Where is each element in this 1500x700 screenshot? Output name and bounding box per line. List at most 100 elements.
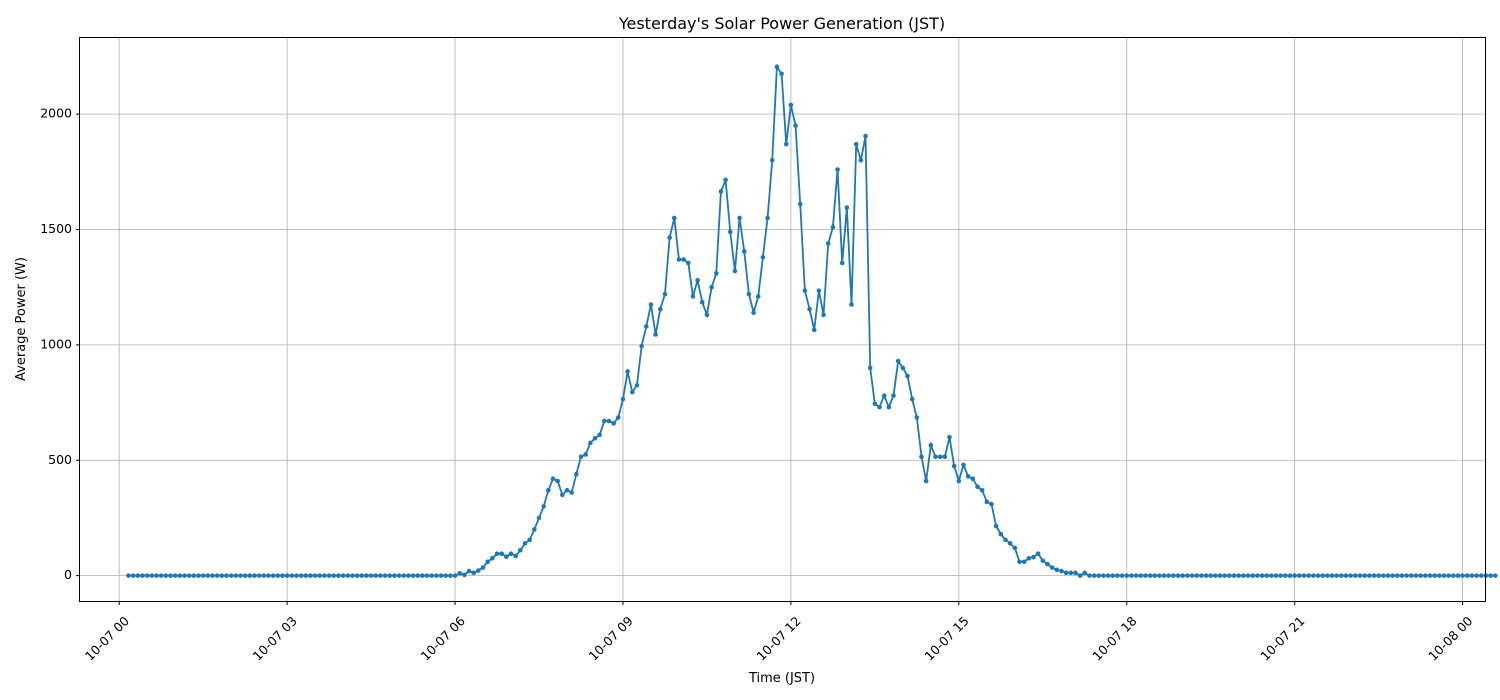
data-point [210,573,215,578]
data-point [671,215,677,221]
data-point [1436,573,1442,578]
data-point [947,434,952,440]
data-point [807,306,812,312]
data-point [1049,565,1055,570]
data-point [1073,570,1078,576]
data-point [1059,568,1064,574]
data-point [1208,573,1214,578]
data-point [741,249,747,254]
data-point [200,573,206,578]
data-point [993,523,999,529]
data-point [1026,556,1032,561]
tick-layer: 10-07 00 10-07 03 10-07 06 10-07 09 10-07 12… [40,106,1475,664]
data-point [723,177,728,183]
data-point [429,573,435,578]
data-point [653,332,658,337]
data-point [219,573,225,578]
data-point [233,573,239,578]
data-point [1464,573,1470,578]
data-point [368,573,374,578]
data-point [224,573,229,578]
data-point [1101,573,1106,578]
data-point [1460,573,1465,578]
data-point [643,324,649,329]
data-point [998,531,1004,537]
data-point [471,570,477,576]
data-point [1450,573,1456,578]
data-point [1385,573,1391,578]
data-point [881,393,887,398]
data-point [1133,573,1139,578]
data-point [699,299,705,305]
data-point [1339,573,1344,578]
data-point [942,454,948,460]
data-point [205,573,211,578]
data-point [839,260,845,266]
data-point [797,201,803,207]
data-point [186,573,192,578]
data-point [1301,573,1307,578]
data-point [961,462,966,468]
data-point [256,573,262,578]
data-point [1306,573,1311,578]
data-point [1189,573,1195,578]
data-point [238,573,243,578]
data-point [895,358,901,364]
data-point [1129,573,1134,578]
data-point [1096,573,1102,578]
data-point [1227,573,1232,578]
data-point [1091,573,1097,578]
data-point [620,396,626,402]
data-point [1353,573,1358,578]
data-point [564,487,570,493]
data-point [1166,573,1172,578]
data-point [424,573,430,578]
series-layer [126,64,1498,578]
data-point [853,141,859,147]
data-point [1040,558,1046,563]
data-point [1255,573,1260,578]
data-point [811,327,817,333]
data-point [956,478,962,484]
data-point [1231,573,1237,578]
data-point [350,573,355,578]
data-point [760,254,766,260]
data-point [270,573,276,578]
data-point [830,224,836,230]
data-point [1264,573,1269,578]
data-point [970,476,976,482]
data-point [1329,573,1335,578]
data-point [396,573,402,578]
data-point [1343,573,1349,578]
data-point [1199,573,1204,578]
data-point [154,573,159,578]
data-point [709,284,714,290]
data-point [317,573,323,578]
data-point [312,573,318,578]
data-point [989,501,994,507]
data-point [1105,573,1111,578]
data-point [1180,573,1186,578]
data-point [821,312,826,318]
data-point [1269,573,1274,578]
data-point [163,573,169,578]
data-point [364,573,369,578]
y-tick-label: 1000 [40,336,72,351]
data-point [588,440,593,446]
x-tick-label: 10-07 15 [921,613,971,663]
data-point [303,573,309,578]
data-point [634,382,640,388]
data-point [1045,561,1050,567]
x-tick-label: 10-07 18 [1089,613,1139,663]
x-tick-label: 10-07 21 [1257,613,1307,663]
data-point [639,343,644,349]
data-point [891,393,896,398]
data-point [522,541,528,546]
data-point [1334,573,1339,578]
data-point [825,241,831,246]
data-point [1320,573,1325,578]
y-axis-label: Average Power (W) [14,257,29,381]
data-point [928,442,934,448]
data-point [1124,573,1130,578]
data-point [438,573,444,578]
